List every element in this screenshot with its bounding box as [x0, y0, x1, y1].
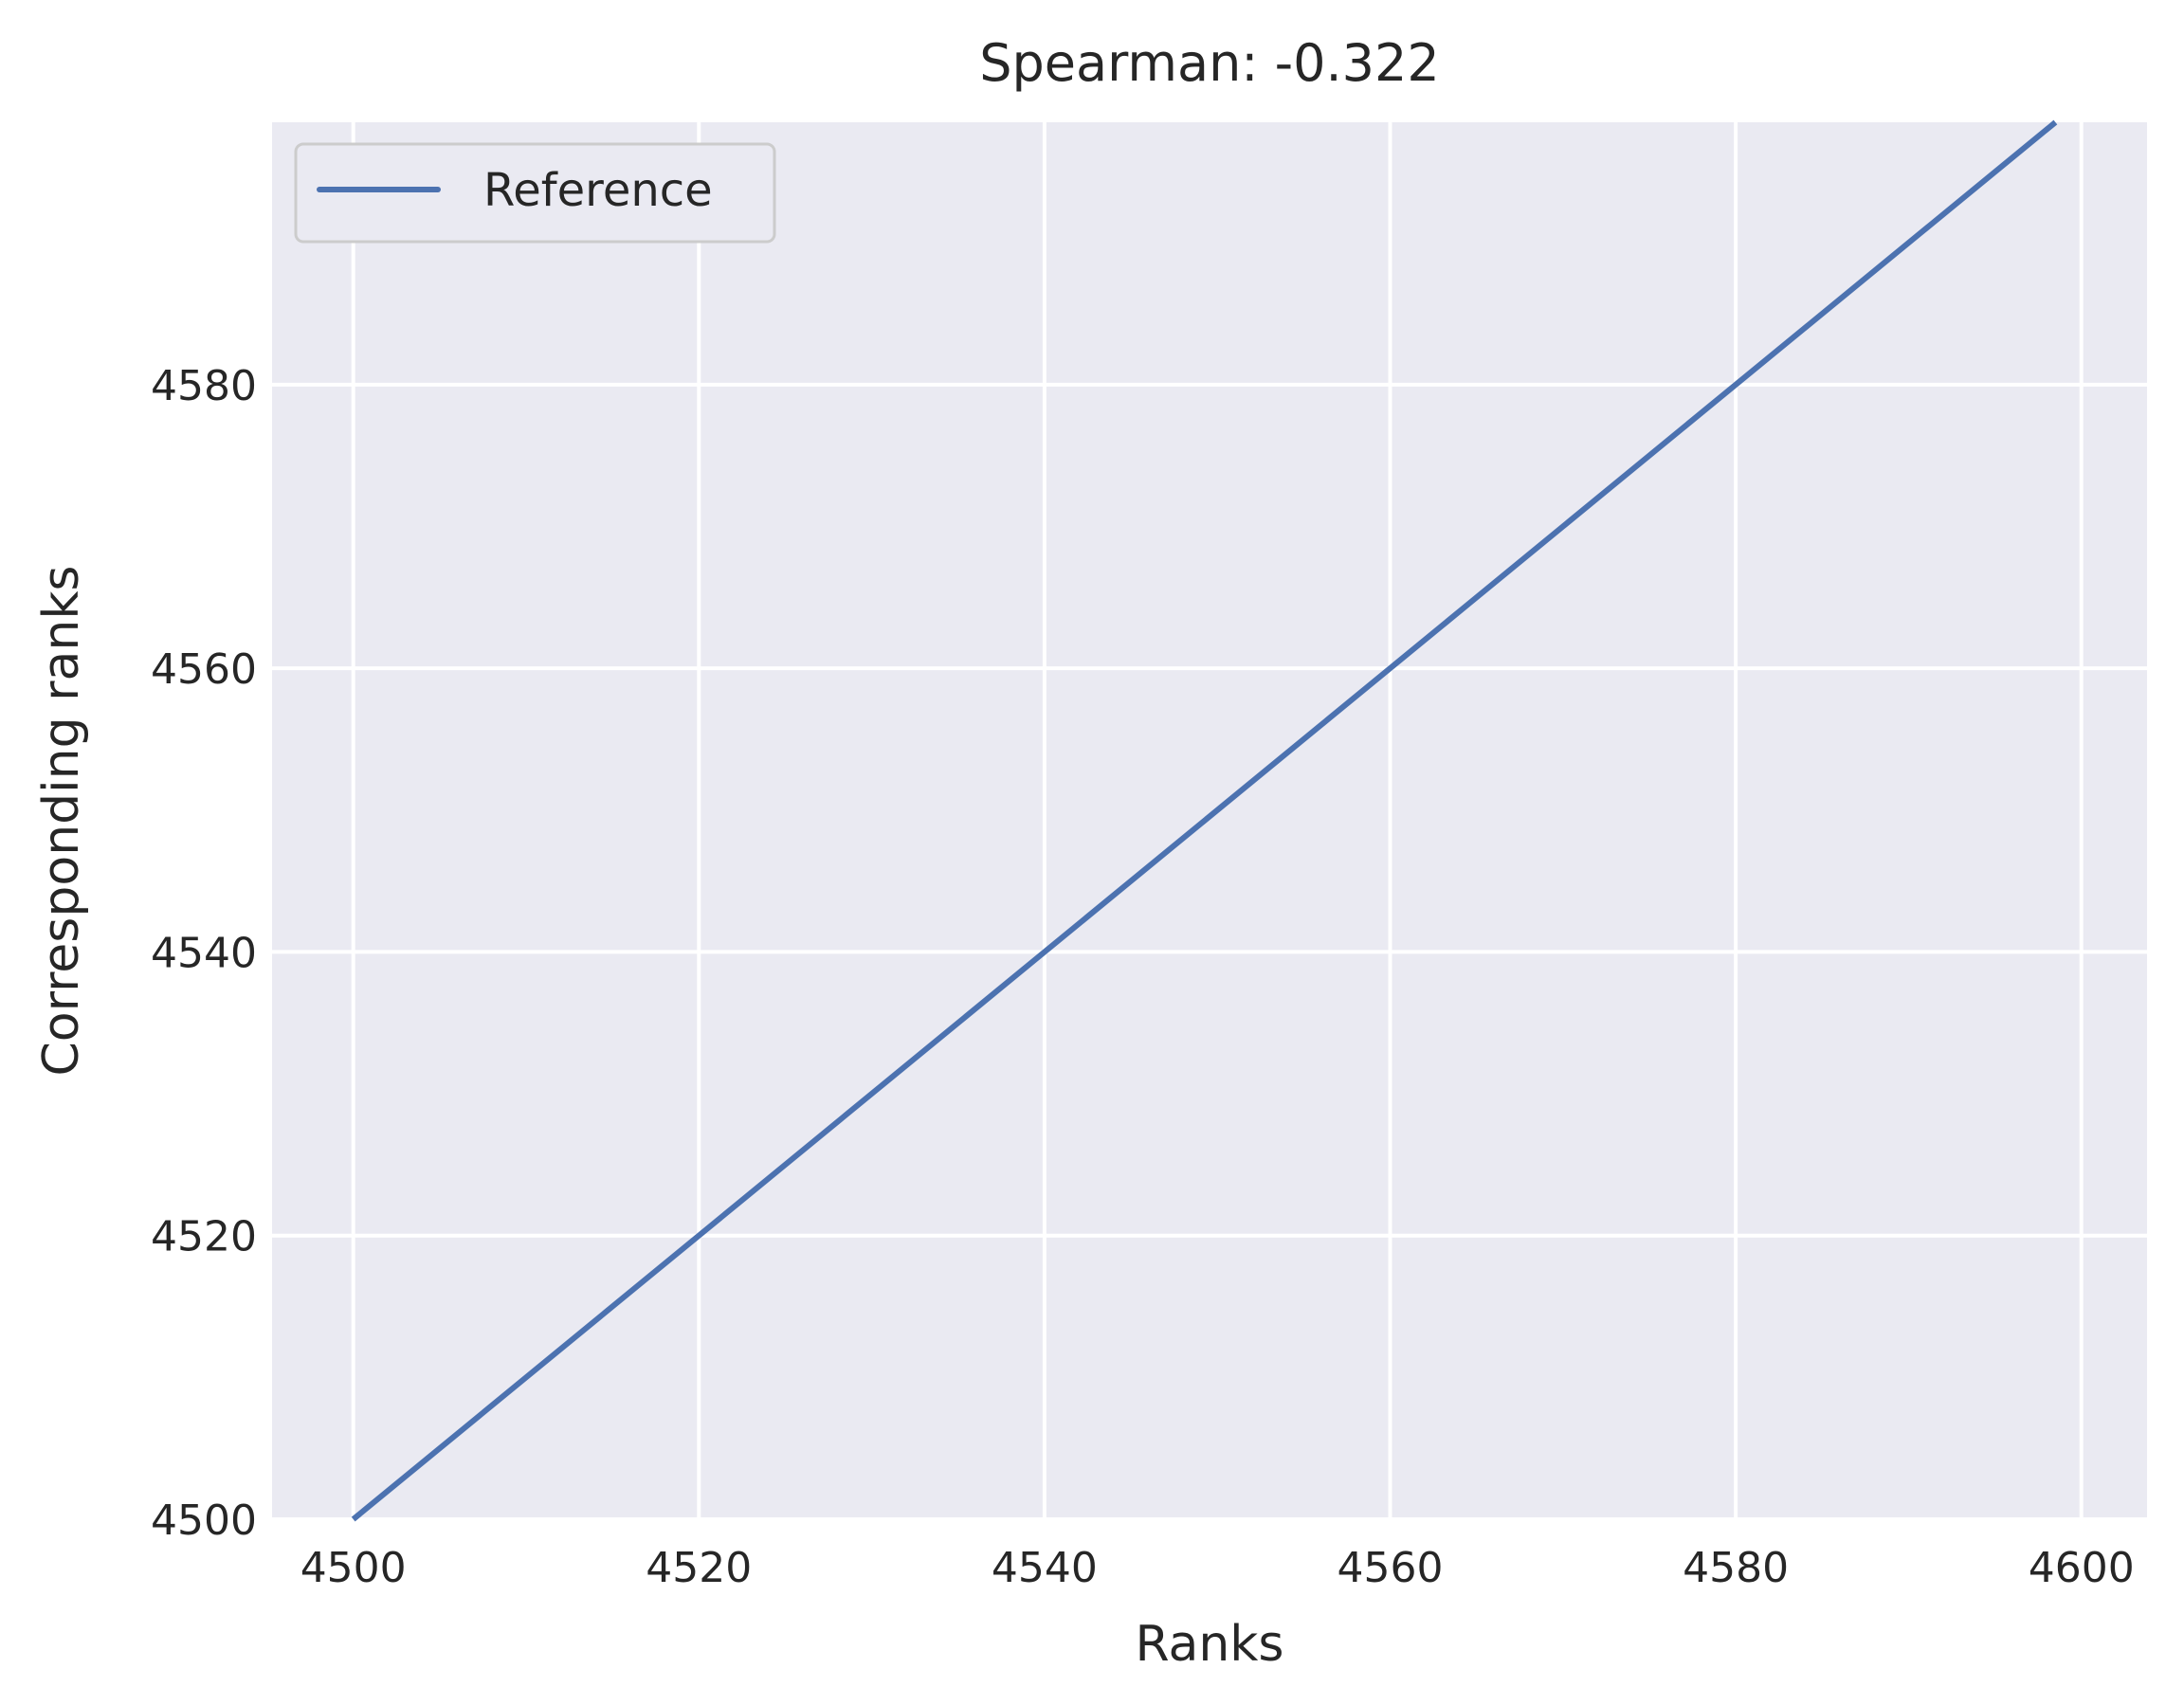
x-tick-label: 4500: [300, 1544, 407, 1592]
x-tick-label: 4540: [992, 1544, 1098, 1592]
series-line-reference: [351, 119, 2058, 1522]
x-axis-ticks: 4500 4520 4540 4560 4580 4600: [300, 1544, 2135, 1592]
y-axis-label: Corresponding ranks: [33, 565, 90, 1076]
x-tick-label: 4520: [646, 1544, 752, 1592]
chart-title: Spearman: -0.322: [979, 33, 1439, 93]
x-tick-label: 4600: [2029, 1544, 2135, 1592]
plot-area: [272, 122, 2147, 1519]
y-tick-label: 4500: [151, 1496, 257, 1545]
legend: Reference: [294, 142, 776, 244]
x-tick-label: 4560: [1338, 1544, 1444, 1592]
y-tick-label: 4560: [151, 645, 257, 694]
y-tick-label: 4520: [151, 1213, 257, 1261]
series-layer: [351, 119, 2058, 1522]
grid: [272, 122, 2147, 1521]
x-axis-label: Ranks: [1135, 1616, 1283, 1673]
y-tick-label: 4580: [151, 362, 257, 410]
legend-box: [294, 142, 776, 244]
legend-label-reference: Reference: [483, 164, 713, 217]
y-tick-label: 4540: [151, 929, 257, 977]
x-tick-label: 4580: [1683, 1544, 1789, 1592]
y-axis-ticks: 4500 4520 4540 4560 4580: [151, 362, 257, 1545]
